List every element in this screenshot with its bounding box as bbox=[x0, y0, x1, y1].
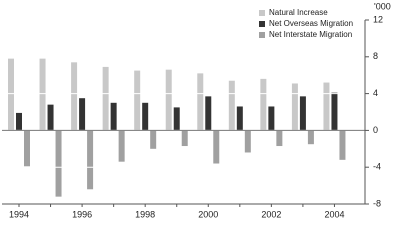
bar bbox=[268, 106, 275, 131]
x-tick-label: 2000 bbox=[198, 209, 218, 219]
y-tick-label: 8 bbox=[373, 51, 378, 61]
bar bbox=[197, 73, 204, 131]
legend: Natural Increase Net Overseas Migration Ne… bbox=[259, 8, 353, 39]
y-tick-label: -4 bbox=[373, 162, 381, 172]
bar bbox=[134, 70, 141, 131]
y-tick-label: 12 bbox=[373, 14, 383, 24]
legend-label: Net Interstate Migration bbox=[269, 30, 352, 39]
legend-label: Natural Increase bbox=[269, 8, 328, 17]
y-tick-label: -8 bbox=[373, 198, 381, 208]
bar bbox=[142, 102, 149, 131]
legend-swatch bbox=[259, 21, 265, 27]
bar bbox=[213, 130, 220, 164]
x-tick-label: 2002 bbox=[261, 209, 281, 219]
bar bbox=[299, 96, 306, 131]
bar bbox=[260, 78, 267, 131]
bar bbox=[24, 130, 30, 167]
bar bbox=[118, 130, 125, 162]
bar bbox=[16, 112, 22, 131]
bar bbox=[47, 104, 54, 131]
legend-swatch bbox=[259, 32, 265, 38]
bar bbox=[39, 58, 46, 131]
bar bbox=[244, 130, 251, 153]
x-tick-label: 1994 bbox=[9, 209, 29, 219]
bar bbox=[102, 66, 109, 131]
x-tick-label: 2004 bbox=[324, 209, 344, 219]
chart: '000 -8 -4 0 4 8 12 1994 1996 1998 2000 2002 2004 Na… bbox=[2, 1, 391, 219]
y-tick-label: 4 bbox=[373, 88, 378, 98]
bar bbox=[173, 107, 180, 131]
y-tick-label: 0 bbox=[373, 125, 378, 135]
x-tick-label: 1998 bbox=[135, 209, 155, 219]
bar bbox=[331, 92, 338, 131]
bar bbox=[110, 102, 117, 131]
bar bbox=[150, 130, 157, 149]
bar bbox=[236, 106, 243, 131]
bar bbox=[291, 83, 298, 131]
bar bbox=[323, 82, 330, 131]
bar bbox=[165, 69, 172, 131]
bar bbox=[181, 130, 188, 147]
bar bbox=[276, 130, 283, 147]
bar bbox=[339, 130, 346, 160]
legend-swatch bbox=[259, 10, 265, 16]
bar bbox=[71, 62, 78, 131]
bar bbox=[55, 130, 62, 197]
bar bbox=[79, 98, 86, 131]
legend-label: Net Overseas Migration bbox=[269, 19, 353, 28]
bar bbox=[205, 96, 212, 131]
bar bbox=[8, 58, 14, 131]
x-tick-label: 1996 bbox=[72, 209, 92, 219]
bar bbox=[87, 130, 94, 190]
bar bbox=[228, 80, 235, 131]
bar bbox=[307, 130, 314, 145]
y-unit: '000 bbox=[374, 1, 391, 11]
